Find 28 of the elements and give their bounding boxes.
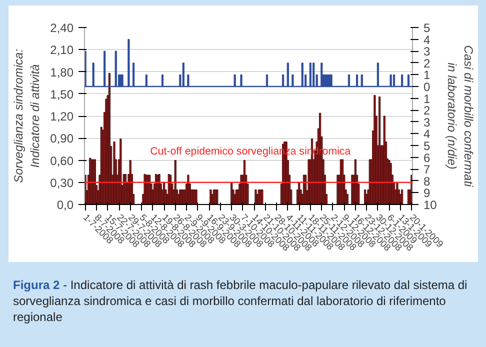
- text: Figura 2: [13, 278, 60, 292]
- y-tick-label: 0,90: [50, 132, 74, 146]
- y2-tick-label: 3: [424, 44, 430, 59]
- y-tick-label: 1,20: [50, 110, 74, 124]
- y-tick-label: 0,0: [56, 198, 74, 212]
- y2-axis-title: Casi di morbillo confermati in laboratorio (n/die): [444, 45, 476, 188]
- y2-tick-label: 9: [424, 186, 430, 200]
- y-tick-label: 2,40: [50, 21, 74, 35]
- y2-tick-label: 8: [424, 174, 430, 188]
- y-tick-label: 1,80: [50, 65, 74, 80]
- y2-tick-label: 6: [424, 150, 430, 165]
- y2-tick-label: 3: [424, 115, 430, 130]
- y2-tick-label: 7: [424, 162, 430, 177]
- y2-tick-label: 1: [424, 92, 430, 106]
- y-axis-title: Sorveglianza sindromica: Indicatore di attività: [11, 48, 42, 184]
- y-tick-label: 0,30: [50, 176, 74, 190]
- y2-tick-label: 2: [424, 56, 430, 70]
- y2-tick-label: 5: [424, 21, 430, 35]
- y2-tick-label: 4: [424, 127, 430, 142]
- y2-tick-label: 4: [424, 32, 430, 47]
- y2-tick-label: 0: [424, 80, 430, 94]
- y-tick-label: 0,60: [50, 154, 74, 168]
- y2-tick-label: 1: [424, 68, 430, 82]
- y2-tick-label: 10: [424, 198, 438, 212]
- y2-tick-label: 2: [424, 104, 430, 118]
- y2-tick-label: 5: [424, 139, 430, 153]
- y-tick-label: 2,10: [50, 43, 74, 58]
- y-tick-label: 1,50: [50, 87, 74, 102]
